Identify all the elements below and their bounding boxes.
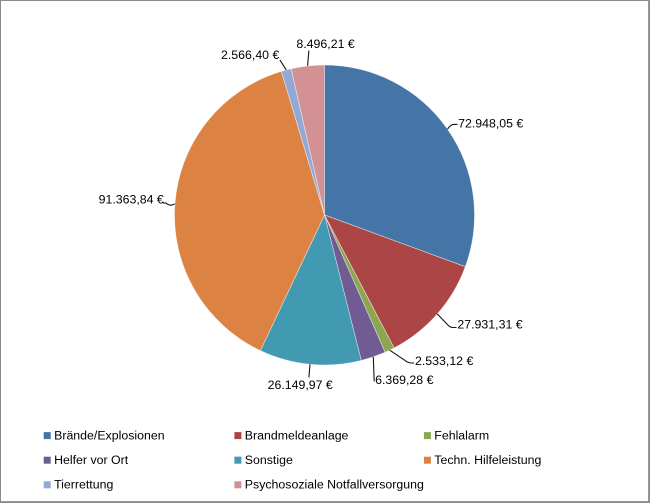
svg-text:Helfer vor Ort: Helfer vor Ort	[54, 453, 129, 467]
svg-text:Brände/Explosionen: Brände/Explosionen	[54, 428, 165, 442]
svg-text:Techn. Hilfeleistung: Techn. Hilfeleistung	[434, 453, 541, 467]
svg-text:26.149,97 €: 26.149,97 €	[268, 378, 333, 392]
svg-text:27.931,31 €: 27.931,31 €	[457, 317, 522, 331]
svg-text:2.566,40 €: 2.566,40 €	[221, 48, 279, 62]
svg-text:91.363,84 €: 91.363,84 €	[99, 193, 164, 207]
svg-text:Psychosoziale Notfallversorgun: Psychosoziale Notfallversorgung	[245, 478, 424, 492]
svg-text:8.496,21 €: 8.496,21 €	[296, 37, 354, 51]
svg-text:Brandmeldeanlage: Brandmeldeanlage	[245, 428, 349, 442]
svg-text:2.533,12 €: 2.533,12 €	[415, 354, 473, 368]
svg-text:Fehlalarm: Fehlalarm	[434, 428, 489, 442]
svg-text:Sonstige: Sonstige	[245, 453, 293, 467]
svg-text:72.948,05 €: 72.948,05 €	[458, 117, 523, 131]
svg-text:Tierrettung: Tierrettung	[54, 478, 113, 492]
svg-text:6.369,28 €: 6.369,28 €	[375, 373, 433, 387]
